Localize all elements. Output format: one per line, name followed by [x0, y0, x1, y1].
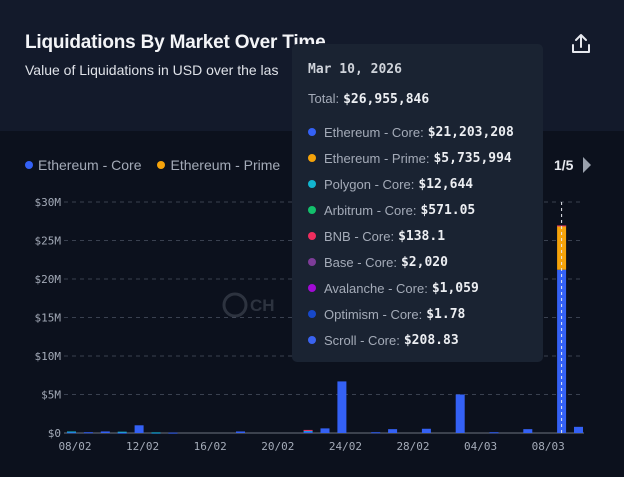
tooltip-row-value: $5,735,994 — [433, 150, 512, 166]
series-dot — [308, 232, 316, 240]
tooltip-row: Optimism - Core: $1.78 — [308, 301, 543, 327]
bar-segment — [557, 225, 567, 227]
x-tick-label: 20/02 — [261, 440, 294, 453]
tooltip-row: Polygon - Core: $12,644 — [308, 171, 543, 197]
series-dot — [308, 206, 316, 214]
x-tick-label: 04/03 — [464, 440, 497, 453]
x-tick-label: 08/03 — [532, 440, 565, 453]
x-tick-label: 28/02 — [396, 440, 429, 453]
chart-title: Liquidations By Market Over Time — [25, 32, 326, 53]
tooltip-row-value: $12,644 — [418, 176, 474, 192]
y-tick-label: $0 — [48, 427, 61, 440]
bar-segment — [574, 426, 583, 433]
bar-segment — [168, 432, 178, 434]
x-tick-label: 08/02 — [58, 440, 91, 453]
bar-segment — [303, 430, 313, 432]
legend-label: Ethereum - Prime — [170, 157, 281, 173]
bar-segment — [151, 432, 161, 434]
bar-segment — [303, 431, 313, 433]
share-icon[interactable] — [570, 33, 592, 55]
tooltip-row: Scroll - Core: $208.83 — [308, 327, 543, 353]
tooltip-total: Total: $26,955,846 — [308, 91, 543, 107]
tooltip-row-label: Base - Core: — [324, 254, 397, 270]
tooltip-total-label: Total: — [308, 91, 340, 106]
bar-segment — [134, 425, 144, 433]
watermark-logo: CH — [222, 292, 275, 318]
bar-segment — [455, 394, 465, 433]
tooltip-row-value: $2,020 — [400, 254, 448, 270]
bar-segment — [100, 431, 110, 433]
legend-pager: 1/5 — [554, 157, 592, 173]
legend-item-ethereum-core[interactable]: Ethereum - Core — [25, 157, 141, 173]
bar-segment — [421, 428, 431, 433]
legend-dot — [25, 161, 33, 169]
bar-segment — [371, 432, 381, 434]
tooltip-row-label: Avalanche - Core: — [324, 280, 428, 296]
bar-segment — [489, 432, 499, 434]
bar-segment — [557, 225, 567, 270]
bar-segment — [557, 269, 567, 433]
chart-subtitle: Value of Liquidations in USD over the la… — [25, 62, 279, 78]
y-tick-label: $15M — [35, 312, 62, 325]
y-tick-label: $30M — [35, 196, 62, 209]
tooltip-row-label: Ethereum - Core: — [324, 124, 424, 140]
bar-segment — [83, 432, 93, 434]
x-tick-label: 16/02 — [194, 440, 227, 453]
series-dot — [308, 258, 316, 266]
y-tick-label: $20M — [35, 273, 62, 286]
tooltip-row-value: $1,059 — [431, 280, 479, 296]
bar-segment — [117, 432, 127, 434]
tooltip-row: Ethereum - Core: $21,203,208 — [308, 119, 543, 145]
bar-segment — [337, 381, 347, 433]
tooltip-row: BNB - Core: $138.1 — [308, 223, 543, 249]
bar-segment — [67, 431, 76, 433]
tooltip-row: Arbitrum - Core: $571.05 — [308, 197, 543, 223]
y-tick-label: $5M — [41, 389, 61, 402]
tooltip-row-value: $21,203,208 — [427, 124, 514, 140]
legend-label: Ethereum - Core — [38, 157, 142, 173]
tooltip-date: Mar 10, 2026 — [308, 62, 402, 77]
tooltip-row-label: Arbitrum - Core: — [324, 202, 417, 218]
series-dot — [308, 310, 316, 318]
chart-tooltip: Mar 10, 2026 Total: $26,955,846 Ethereum … — [292, 44, 543, 362]
tooltip-total-value: $26,955,846 — [343, 92, 430, 107]
tooltip-row: Ethereum - Prime: $5,735,994 — [308, 145, 543, 171]
tooltip-row-value: $208.83 — [403, 332, 459, 348]
legend-item-ethereum-prime[interactable]: Ethereum - Prime — [157, 157, 280, 173]
bar-segment — [388, 429, 398, 433]
bar-segment — [67, 432, 76, 434]
tooltip-row-label: Optimism - Core: — [324, 306, 423, 322]
tooltip-row: Base - Core: $2,020 — [308, 249, 543, 275]
tooltip-row-label: Scroll - Core: — [324, 332, 400, 348]
y-tick-label: $25M — [35, 235, 62, 248]
tooltip-row: Avalanche - Core: $1,059 — [308, 275, 543, 301]
series-dot — [308, 128, 316, 136]
next-page-icon[interactable] — [583, 157, 592, 173]
x-tick-label: 24/02 — [329, 440, 362, 453]
bar-segment — [117, 431, 127, 433]
tooltip-row-label: Polygon - Core: — [324, 176, 415, 192]
tooltip-row-value: $1.78 — [426, 306, 466, 322]
series-dot — [308, 154, 316, 162]
bar-segment — [523, 429, 533, 433]
bar-segment — [320, 428, 330, 433]
x-tick-label: 12/02 — [126, 440, 159, 453]
tooltip-row-label: Ethereum - Prime: — [324, 150, 430, 166]
legend-dot — [157, 161, 166, 169]
tooltip-row-value: $571.05 — [420, 202, 476, 218]
series-dot — [308, 180, 316, 188]
series-dot — [308, 336, 316, 344]
watermark-text: CH — [250, 296, 275, 315]
chart-legend: Ethereum - Core Ethereum - Prime — [25, 157, 280, 173]
tooltip-row-value: $138.1 — [398, 228, 446, 244]
y-tick-label: $10M — [35, 350, 62, 363]
legend-page-indicator: 1/5 — [554, 157, 574, 173]
tooltip-rows: Ethereum - Core: $21,203,208 Ethereum - Pr… — [308, 119, 543, 353]
bar-segment — [303, 429, 313, 431]
bar-segment — [236, 431, 245, 433]
tooltip-row-label: BNB - Core: — [324, 228, 395, 244]
series-dot — [308, 284, 316, 292]
